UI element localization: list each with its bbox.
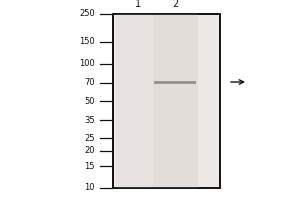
Text: 1: 1: [135, 0, 141, 9]
Text: 150: 150: [79, 37, 95, 46]
Text: 100: 100: [79, 59, 95, 68]
Text: 70: 70: [84, 78, 95, 87]
Bar: [113, 14, 220, 188]
Text: 15: 15: [85, 162, 95, 171]
Text: 50: 50: [85, 97, 95, 106]
Bar: [113, 14, 220, 188]
Text: 20: 20: [85, 146, 95, 155]
Bar: [154, 80, 196, 84]
Text: 250: 250: [79, 9, 95, 19]
Text: 2: 2: [172, 0, 178, 9]
Text: 25: 25: [85, 134, 95, 143]
Text: 10: 10: [85, 184, 95, 192]
Bar: [152, 14, 197, 188]
Text: 35: 35: [84, 116, 95, 125]
Bar: [116, 14, 160, 188]
